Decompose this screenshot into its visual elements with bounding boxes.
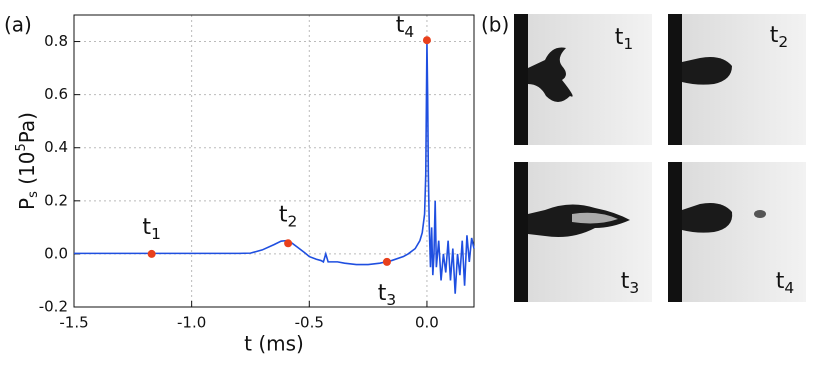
- annotation-sub: 3: [386, 290, 396, 308]
- annotation-base: t: [142, 215, 151, 240]
- y-axis-label-part: Pa): [15, 112, 39, 143]
- y-tick-label: 0.8: [44, 32, 68, 50]
- photo: [668, 14, 806, 145]
- data-point: [422, 36, 431, 45]
- annotation: t2: [279, 202, 297, 230]
- photo: [668, 162, 806, 302]
- annotation-base: t: [770, 23, 779, 48]
- annotation: t4: [776, 269, 794, 297]
- plot-frame: [73, 14, 475, 308]
- annotation-sub: 2: [778, 33, 788, 51]
- annotation: t4: [396, 13, 414, 41]
- x-tick-label: -0.5: [295, 314, 324, 332]
- annotation: t3: [378, 281, 396, 309]
- y-tick-label: 0.0: [44, 244, 68, 262]
- y-axis-label-part: 5: [14, 143, 29, 151]
- x-tick-label: 0.0: [415, 314, 439, 332]
- annotation-base: t: [279, 202, 288, 227]
- data-point: [147, 249, 156, 258]
- y-axis-label-part: P: [15, 198, 39, 210]
- annotation-sub: 3: [629, 279, 639, 297]
- annotation-base: t: [378, 281, 387, 306]
- annotation: t3: [621, 269, 639, 297]
- annotation-base: t: [621, 269, 630, 294]
- annotation-sub: 4: [404, 23, 414, 41]
- annotation-sub: 2: [288, 212, 298, 230]
- annotation: t1: [142, 215, 160, 243]
- annotation-base: t: [776, 269, 785, 294]
- y-axis-label-part: (10: [15, 152, 39, 192]
- x-axis-label: t (ms): [244, 332, 304, 356]
- y-axis-label-part: s: [26, 191, 41, 198]
- y-axis-label: Ps (105Pa): [14, 112, 41, 210]
- y-tick-label: 0.6: [44, 85, 68, 103]
- photo: [514, 14, 652, 145]
- annotation-base: t: [396, 13, 405, 38]
- annotation: t2: [770, 23, 788, 51]
- y-tick-label: 0.4: [44, 138, 68, 156]
- x-tick-label: -1.5: [59, 314, 88, 332]
- data-point: [382, 257, 391, 266]
- annotation: t1: [615, 25, 633, 53]
- y-tick-label: -0.2: [39, 298, 68, 316]
- annotation-sub: 4: [784, 279, 794, 297]
- annotation-sub: 1: [151, 224, 161, 242]
- annotation-base: t: [615, 25, 624, 50]
- y-tick-label: 0.2: [44, 191, 68, 209]
- panel-label: (a): [4, 13, 32, 37]
- x-tick-label: -1.0: [177, 314, 206, 332]
- annotation-sub: 1: [623, 35, 633, 53]
- data-point: [284, 239, 293, 248]
- data-line: [74, 41, 475, 294]
- panel-label: (b): [481, 13, 509, 37]
- photo: [514, 162, 652, 302]
